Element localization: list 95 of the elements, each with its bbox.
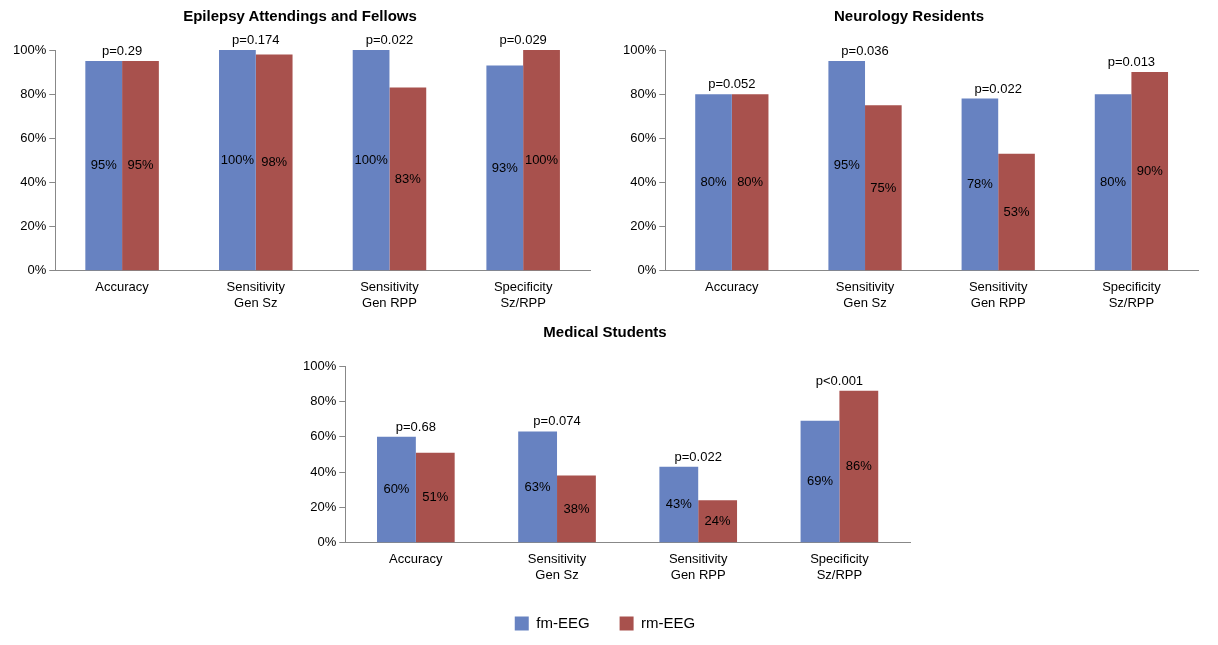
x-tick-label: Sensitivity Gen Sz bbox=[527, 551, 587, 582]
bar bbox=[698, 500, 738, 543]
data-label: 83% bbox=[394, 170, 422, 186]
bar bbox=[1094, 94, 1132, 271]
bar bbox=[865, 105, 902, 271]
bar bbox=[800, 420, 840, 543]
bar bbox=[389, 87, 427, 271]
data-label: 100% bbox=[220, 151, 255, 167]
data-label: 95% bbox=[90, 157, 118, 173]
y-tick-label: 80% bbox=[630, 85, 657, 101]
annotation: p=0.022 bbox=[674, 448, 722, 464]
data-label: 63% bbox=[524, 478, 552, 494]
y-tick-label: 60% bbox=[20, 129, 47, 145]
annotation: p=0.074 bbox=[533, 413, 581, 429]
bar bbox=[255, 54, 293, 271]
data-label: 80% bbox=[1100, 174, 1127, 190]
bar bbox=[518, 431, 558, 543]
y-tick-label: 20% bbox=[310, 499, 337, 515]
bar bbox=[1131, 72, 1169, 271]
bar bbox=[415, 452, 455, 543]
y-tick-label: 100% bbox=[13, 41, 47, 57]
y-tick-label: 0% bbox=[317, 534, 337, 550]
chart-title: Epilepsy Attendings and Fellows bbox=[183, 7, 417, 25]
data-label: 75% bbox=[870, 179, 897, 195]
data-label: 80% bbox=[737, 174, 764, 190]
data-label: 38% bbox=[563, 500, 590, 516]
annotation: p=0.013 bbox=[1107, 54, 1156, 70]
y-tick-label: 100% bbox=[303, 357, 337, 373]
data-label: 69% bbox=[806, 473, 834, 489]
x-tick-label: Accuracy bbox=[705, 279, 760, 295]
data-label: 51% bbox=[422, 489, 449, 505]
x-tick-label: Sensitivity Gen RPP bbox=[668, 551, 728, 582]
x-tick-label: Accuracy bbox=[95, 279, 150, 295]
annotation: p=0.036 bbox=[841, 43, 889, 59]
bar bbox=[961, 98, 999, 271]
x-tick-label: Specificity Sz/RPP bbox=[1102, 279, 1162, 310]
x-tick-label: Sensitivity Gen RPP bbox=[968, 279, 1028, 310]
y-tick-label: 0% bbox=[637, 262, 657, 278]
bar bbox=[377, 436, 416, 543]
data-label: 78% bbox=[966, 176, 994, 192]
y-tick-label: 100% bbox=[623, 41, 657, 57]
bar bbox=[998, 153, 1035, 271]
y-tick-label: 80% bbox=[20, 85, 47, 101]
y-tick-label: 20% bbox=[630, 218, 657, 234]
chart-title: Neurology Residents bbox=[833, 7, 985, 25]
x-tick-label: Sensitivity Gen RPP bbox=[360, 279, 420, 310]
annotation: p=0.022 bbox=[365, 32, 414, 48]
data-label: 95% bbox=[127, 157, 154, 173]
data-label: 90% bbox=[1136, 163, 1164, 179]
y-tick-label: 40% bbox=[310, 463, 337, 479]
annotation: p=0.29 bbox=[102, 43, 143, 59]
annotation: p=0.029 bbox=[499, 32, 547, 48]
y-tick-label: 20% bbox=[20, 218, 47, 234]
data-label: 100% bbox=[354, 151, 389, 167]
data-label: 43% bbox=[665, 496, 693, 512]
bar bbox=[839, 390, 879, 543]
bar bbox=[695, 94, 732, 271]
data-label: 53% bbox=[1003, 203, 1030, 219]
data-label: 98% bbox=[261, 154, 288, 170]
y-tick-label: 40% bbox=[630, 174, 657, 190]
x-tick-label: Sensitivity Gen Sz bbox=[835, 279, 895, 310]
bar bbox=[731, 94, 769, 271]
bar bbox=[486, 65, 524, 271]
y-tick-label: 60% bbox=[630, 129, 657, 145]
annotation: p=0.68 bbox=[395, 418, 436, 434]
data-label: 24% bbox=[704, 513, 732, 529]
y-tick-label: 80% bbox=[310, 392, 337, 408]
y-tick-label: 0% bbox=[27, 262, 47, 278]
x-tick-label: Specificity Sz/RPP bbox=[810, 551, 870, 582]
x-tick-label: Specificity Sz/RPP bbox=[493, 279, 553, 310]
data-label: 80% bbox=[700, 174, 727, 190]
annotation: p=0.174 bbox=[232, 32, 280, 48]
data-label: 100% bbox=[524, 151, 559, 167]
data-label: 86% bbox=[845, 458, 873, 474]
data-label: 93% bbox=[491, 159, 519, 175]
bar bbox=[659, 466, 699, 543]
chart-title: Medical Students bbox=[543, 323, 667, 341]
bar bbox=[85, 61, 123, 271]
bar bbox=[352, 50, 390, 271]
annotation: p<0.001 bbox=[815, 372, 864, 388]
legend-label: rm-EEG bbox=[641, 613, 696, 631]
data-label: 95% bbox=[833, 157, 861, 173]
legend-label: fm-EEG bbox=[536, 613, 590, 631]
bar bbox=[122, 61, 159, 271]
x-tick-label: Accuracy bbox=[389, 551, 444, 567]
data-label: 60% bbox=[383, 481, 410, 497]
x-tick-label: Sensitivity Gen Sz bbox=[226, 279, 286, 310]
bar bbox=[523, 50, 560, 271]
bar bbox=[557, 475, 596, 543]
y-tick-label: 60% bbox=[310, 428, 337, 444]
bar bbox=[219, 50, 256, 271]
bar bbox=[828, 61, 866, 271]
annotation: p=0.052 bbox=[708, 76, 756, 92]
y-tick-label: 40% bbox=[20, 174, 47, 190]
annotation: p=0.022 bbox=[974, 80, 1022, 96]
